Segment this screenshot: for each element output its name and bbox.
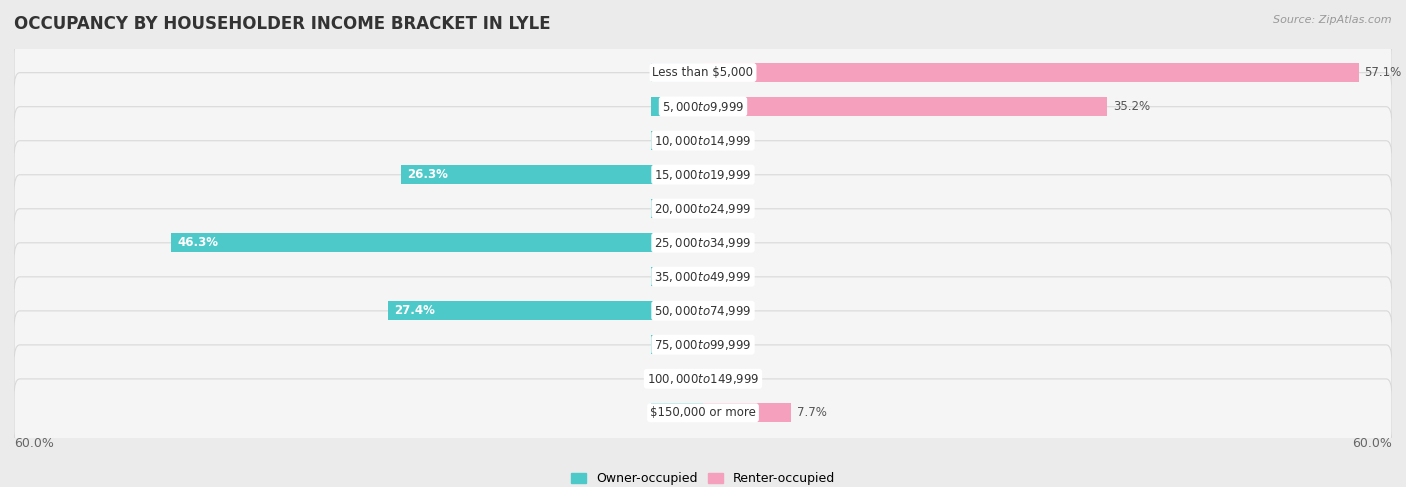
Bar — [651, 199, 703, 218]
Text: 60.0%: 60.0% — [1353, 437, 1392, 450]
Text: 0.0%: 0.0% — [659, 270, 689, 283]
Legend: Owner-occupied, Renter-occupied: Owner-occupied, Renter-occupied — [567, 468, 839, 487]
FancyBboxPatch shape — [14, 175, 1392, 243]
Text: $150,000 or more: $150,000 or more — [650, 406, 756, 419]
Text: 0.0%: 0.0% — [659, 202, 689, 215]
Text: 57.1%: 57.1% — [1364, 66, 1402, 79]
Bar — [651, 63, 703, 82]
Text: Source: ZipAtlas.com: Source: ZipAtlas.com — [1274, 15, 1392, 25]
Text: 0.0%: 0.0% — [659, 66, 689, 79]
Text: $75,000 to $99,999: $75,000 to $99,999 — [654, 337, 752, 352]
Text: 0.0%: 0.0% — [717, 270, 747, 283]
Text: 0.0%: 0.0% — [659, 338, 689, 351]
Text: $5,000 to $9,999: $5,000 to $9,999 — [662, 99, 744, 113]
Bar — [703, 97, 1107, 116]
Text: 0.0%: 0.0% — [717, 338, 747, 351]
Text: 7.7%: 7.7% — [797, 406, 827, 419]
Text: Less than $5,000: Less than $5,000 — [652, 66, 754, 79]
Bar — [172, 233, 703, 252]
Bar — [401, 165, 703, 184]
Text: 0.0%: 0.0% — [717, 202, 747, 215]
Text: $100,000 to $149,999: $100,000 to $149,999 — [647, 372, 759, 386]
Text: $35,000 to $49,999: $35,000 to $49,999 — [654, 270, 752, 283]
Bar — [651, 370, 703, 388]
Text: 0.0%: 0.0% — [717, 134, 747, 147]
FancyBboxPatch shape — [14, 73, 1392, 140]
Text: 26.3%: 26.3% — [406, 168, 447, 181]
Text: $50,000 to $74,999: $50,000 to $74,999 — [654, 304, 752, 318]
Bar — [651, 131, 703, 150]
Text: OCCUPANCY BY HOUSEHOLDER INCOME BRACKET IN LYLE: OCCUPANCY BY HOUSEHOLDER INCOME BRACKET … — [14, 15, 551, 33]
FancyBboxPatch shape — [14, 345, 1392, 412]
Bar — [703, 63, 1358, 82]
Text: 0.0%: 0.0% — [659, 100, 689, 113]
Bar — [651, 403, 703, 422]
Text: $20,000 to $24,999: $20,000 to $24,999 — [654, 202, 752, 216]
Text: 0.0%: 0.0% — [717, 372, 747, 385]
Text: 0.0%: 0.0% — [659, 406, 689, 419]
Text: $25,000 to $34,999: $25,000 to $34,999 — [654, 236, 752, 250]
FancyBboxPatch shape — [14, 141, 1392, 208]
Bar — [651, 97, 703, 116]
FancyBboxPatch shape — [14, 379, 1392, 447]
FancyBboxPatch shape — [14, 311, 1392, 378]
Text: 0.0%: 0.0% — [717, 168, 747, 181]
Bar — [651, 336, 703, 354]
Bar — [703, 403, 792, 422]
FancyBboxPatch shape — [14, 38, 1392, 106]
Text: 27.4%: 27.4% — [394, 304, 434, 317]
Text: $10,000 to $14,999: $10,000 to $14,999 — [654, 133, 752, 148]
Text: 35.2%: 35.2% — [1114, 100, 1150, 113]
Text: $15,000 to $19,999: $15,000 to $19,999 — [654, 168, 752, 182]
Text: 0.0%: 0.0% — [717, 304, 747, 317]
Text: 0.0%: 0.0% — [659, 134, 689, 147]
FancyBboxPatch shape — [14, 209, 1392, 277]
FancyBboxPatch shape — [14, 107, 1392, 174]
Text: 60.0%: 60.0% — [14, 437, 53, 450]
Text: 46.3%: 46.3% — [177, 236, 218, 249]
FancyBboxPatch shape — [14, 277, 1392, 345]
Text: 0.0%: 0.0% — [717, 236, 747, 249]
Bar — [388, 301, 703, 320]
FancyBboxPatch shape — [14, 243, 1392, 311]
Bar — [651, 267, 703, 286]
Text: 0.0%: 0.0% — [659, 372, 689, 385]
